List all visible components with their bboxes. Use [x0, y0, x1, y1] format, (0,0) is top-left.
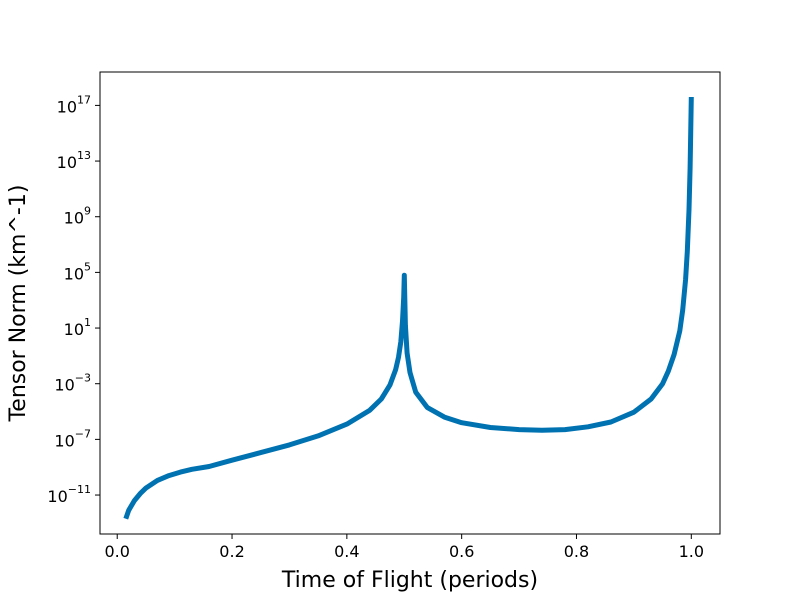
plot-area — [99, 71, 721, 535]
y-tick-label: 1017 — [57, 93, 91, 116]
y-tick-label: 109 — [64, 205, 91, 228]
y-tick-label: 10−11 — [47, 483, 91, 506]
x-tick-label: 0.6 — [449, 542, 474, 561]
y-tick-label: 101 — [64, 316, 91, 339]
y-tick-label: 1013 — [57, 149, 91, 172]
y-axis: 10−11 10−7 10−3 101 105 109 1013 1017 — [47, 93, 100, 506]
x-tick-label: 0.4 — [334, 542, 359, 561]
y-tick-label: 10−7 — [54, 427, 91, 450]
plot-frame — [99, 71, 721, 535]
x-axis-title: Time of Flight (periods) — [281, 568, 538, 593]
x-tick-label: 1.0 — [679, 542, 704, 561]
x-tick-label: 0.0 — [104, 542, 129, 561]
y-tick-label: 10−3 — [54, 372, 91, 395]
x-axis: 0.0 0.2 0.4 0.6 0.8 1.0 — [104, 534, 704, 561]
series-line-0 — [123, 96, 694, 520]
y-tick-label: 105 — [64, 260, 91, 283]
x-tick-label: 0.2 — [219, 542, 244, 561]
y-axis-title: Tensor Norm (km^-1) — [6, 185, 31, 423]
x-tick-label: 0.8 — [564, 542, 589, 561]
